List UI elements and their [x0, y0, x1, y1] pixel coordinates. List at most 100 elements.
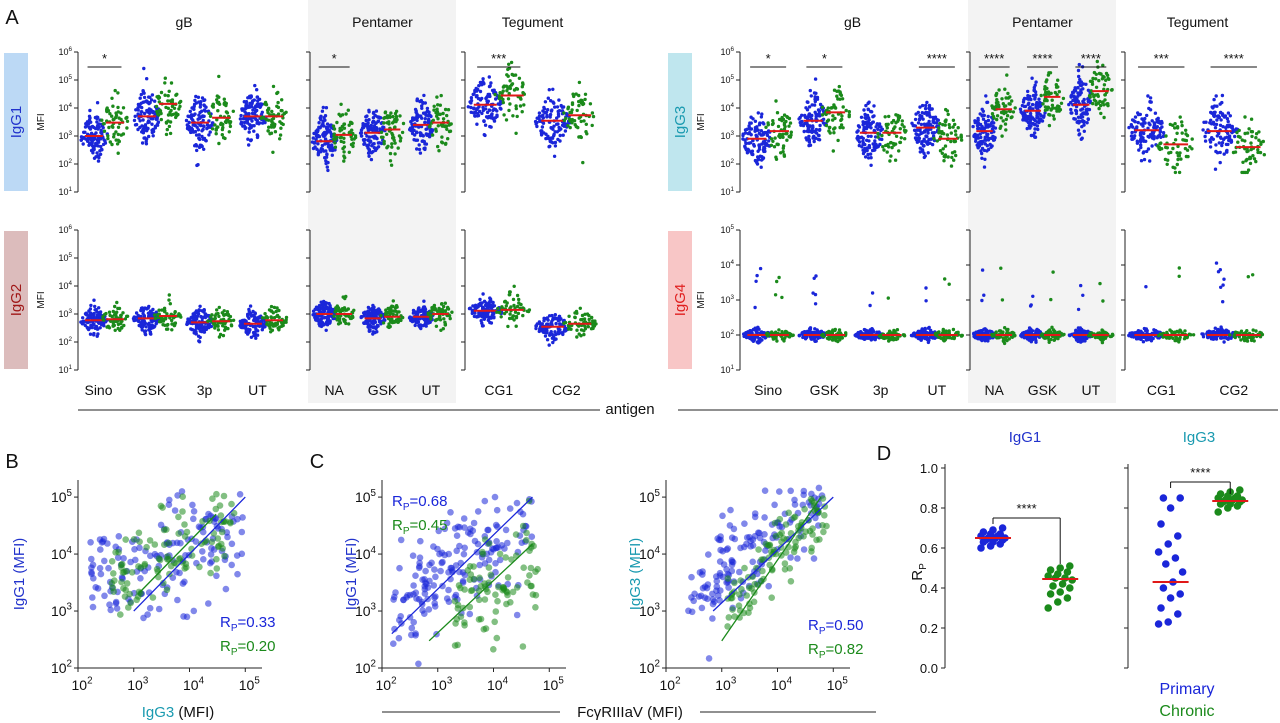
- data-point: [203, 109, 208, 113]
- data-point: [116, 132, 121, 137]
- data-point: [838, 125, 842, 130]
- significance-stars: *: [332, 51, 337, 66]
- data-point: [876, 135, 880, 139]
- data-point: [570, 101, 575, 105]
- data-point: [215, 308, 219, 312]
- data-point: [914, 132, 918, 136]
- data-point: [376, 141, 381, 145]
- data-point: [555, 105, 560, 109]
- data-point: [390, 121, 395, 125]
- data-point: [113, 88, 117, 93]
- data-point: [259, 102, 263, 106]
- data-point: [580, 317, 584, 322]
- data-point: [275, 313, 280, 318]
- data-point: [432, 104, 436, 109]
- data-point: [394, 114, 399, 119]
- data-point: [391, 304, 395, 309]
- data-point: [1160, 125, 1164, 129]
- data-point: [369, 157, 374, 162]
- data-point: [982, 148, 987, 153]
- data-point: [174, 115, 178, 120]
- data-point: [821, 334, 825, 338]
- data-point: [971, 124, 975, 129]
- data-point: [1177, 154, 1182, 158]
- data-point: [894, 134, 899, 138]
- data-point: [155, 109, 159, 114]
- data-point: [116, 306, 120, 311]
- data-point: [201, 114, 205, 119]
- data-point: [116, 151, 120, 155]
- data-point: [844, 331, 848, 335]
- data-point: [168, 302, 172, 306]
- data-point: [438, 318, 443, 322]
- data-point: [382, 121, 386, 125]
- data-point: [857, 125, 862, 129]
- data-point: [246, 332, 250, 336]
- data-point: [142, 111, 147, 116]
- data-point: [1028, 111, 1033, 116]
- data-point: [106, 324, 111, 328]
- data-point: [100, 322, 104, 326]
- data-point: [1244, 159, 1248, 163]
- data-point: [170, 318, 174, 323]
- data-point: [379, 313, 383, 318]
- data-point: [364, 123, 368, 128]
- data-point: [342, 136, 346, 140]
- data-point: [1229, 139, 1234, 144]
- data-point: [99, 130, 103, 135]
- data-point: [116, 105, 120, 110]
- data-point: [252, 112, 257, 116]
- data-point: [428, 114, 432, 118]
- data-point: [1039, 93, 1043, 98]
- data-point: [88, 332, 93, 336]
- data-point: [213, 123, 217, 127]
- data-point: [100, 118, 104, 122]
- data-point: [1094, 85, 1099, 90]
- data-point: [924, 103, 928, 108]
- data-point: [1212, 97, 1216, 102]
- data-point: [543, 330, 547, 334]
- data-point: [252, 129, 256, 133]
- data-point: [149, 98, 154, 102]
- data-point: [203, 313, 208, 317]
- data-point: [276, 100, 280, 105]
- data-point: [187, 120, 191, 125]
- data-point: [410, 131, 415, 136]
- tick-label: 106: [720, 46, 734, 57]
- data-point: [861, 142, 865, 147]
- data-point: [808, 88, 812, 93]
- data-point: [847, 114, 851, 119]
- data-point: [249, 314, 254, 318]
- data-point: [506, 97, 511, 101]
- data-point: [343, 156, 347, 160]
- data-point: [190, 116, 194, 121]
- data-point: [884, 122, 888, 127]
- data-point: [744, 141, 749, 146]
- data-point: [110, 96, 114, 101]
- data-point: [96, 138, 101, 143]
- data-point: [194, 309, 199, 313]
- data-point: [785, 138, 789, 142]
- data-point: [175, 92, 179, 97]
- data-point: [371, 150, 375, 154]
- data-point: [192, 113, 196, 118]
- data-point: [947, 123, 951, 127]
- data-point: [1130, 118, 1135, 122]
- data-point: [192, 102, 197, 107]
- data-point: [1090, 80, 1095, 84]
- data-point: [925, 100, 929, 105]
- data-point: [202, 147, 206, 151]
- data-point: [439, 328, 443, 332]
- data-point: [556, 332, 560, 336]
- data-point: [759, 165, 763, 169]
- data-point: [1106, 103, 1110, 108]
- data-point: [882, 148, 886, 152]
- data-point: [270, 123, 274, 127]
- data-point: [141, 325, 145, 329]
- data-point: [1173, 166, 1177, 170]
- data-point: [347, 314, 351, 319]
- data-point: [423, 147, 427, 152]
- data-point: [170, 328, 174, 332]
- data-point: [487, 75, 491, 79]
- data-point: [151, 110, 155, 115]
